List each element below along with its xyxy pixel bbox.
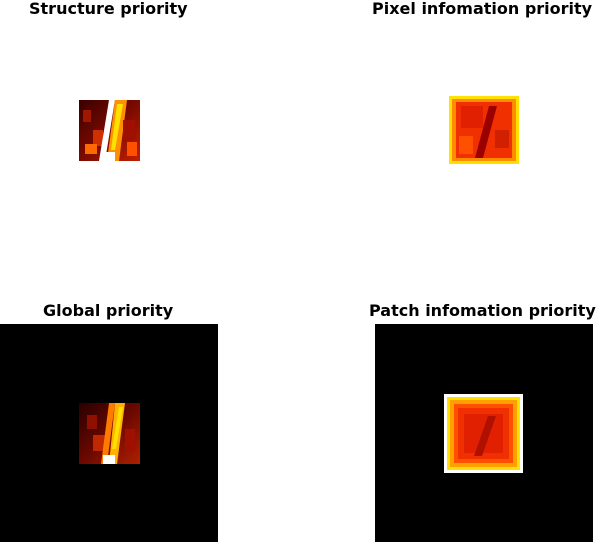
panel-title-global: Global priority	[43, 301, 174, 320]
panel-title-patch-information: Patch infomation priority	[369, 301, 596, 320]
panel-title-pixel-information: Pixel infomation priority	[372, 0, 593, 18]
panel-title-structure: Structure priority	[29, 0, 188, 18]
structure-priority-heatmap	[79, 100, 140, 161]
pixel-information-priority-heatmap	[449, 96, 519, 164]
patch-information-priority-heatmap	[444, 394, 523, 473]
global-priority-heatmap	[79, 403, 140, 464]
